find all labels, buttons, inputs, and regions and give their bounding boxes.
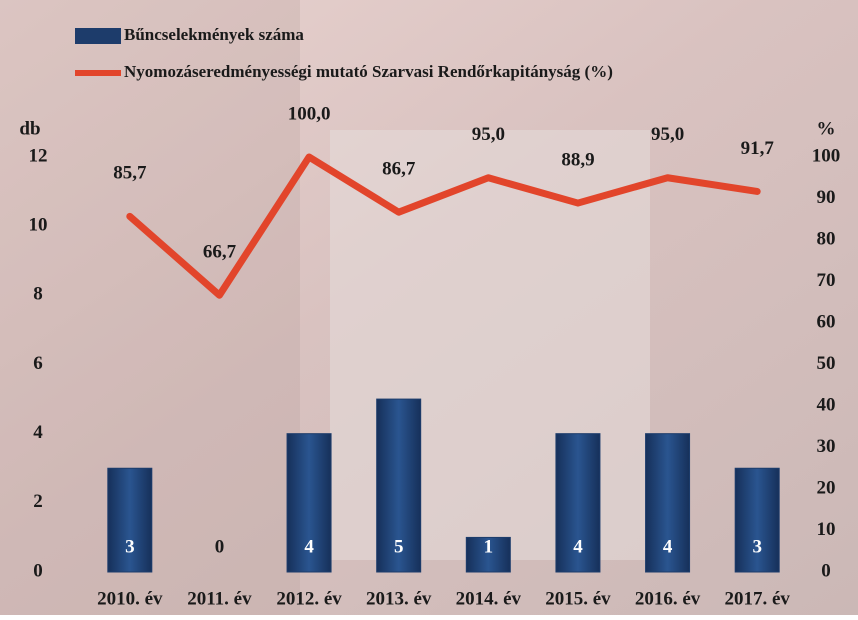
y2-tick-label: 60	[817, 311, 836, 332]
x-tick-label: 2015. év	[545, 588, 611, 609]
y-tick-label: 12	[29, 145, 48, 166]
bar-value-label: 4	[304, 536, 314, 557]
y2-tick-label: 30	[817, 436, 836, 457]
bar-value-label: 5	[394, 536, 404, 557]
line-value-label: 91,7	[741, 138, 775, 159]
y2-tick-label: 0	[821, 560, 831, 581]
y2-tick-label: 50	[817, 353, 836, 374]
legend-label: Bűncselekmények száma	[124, 25, 304, 44]
line-value-label: 66,7	[203, 242, 237, 263]
y-tick-label: 4	[33, 422, 43, 443]
bar-value-label: 3	[125, 536, 135, 557]
y2-tick-label: 100	[812, 145, 841, 166]
x-tick-label: 2010. év	[97, 588, 163, 609]
x-tick-label: 2014. év	[456, 588, 522, 609]
x-tick-label: 2016. év	[635, 588, 701, 609]
y2-tick-label: 20	[817, 477, 836, 498]
y2-tick-label: 90	[817, 187, 836, 208]
x-tick-label: 2012. év	[276, 588, 342, 609]
y-axis-label: db	[19, 118, 40, 139]
legend-label: Nyomozáseredményességi mutató Szarvasi R…	[124, 62, 613, 81]
y2-tick-label: 40	[817, 394, 836, 415]
y2-tick-label: 70	[817, 270, 836, 291]
y-tick-label: 6	[33, 353, 43, 374]
y-tick-label: 0	[33, 560, 43, 581]
bar-value-label: 1	[484, 536, 494, 557]
line-value-label: 86,7	[382, 159, 416, 180]
x-tick-label: 2017. év	[724, 588, 790, 609]
y2-axis-label: %	[817, 118, 836, 139]
y2-tick-label: 10	[817, 519, 836, 540]
chart: db%02468101201020304050607080901002010. …	[0, 0, 858, 615]
line-value-label: 95,0	[472, 124, 505, 145]
line-value-label: 88,9	[561, 149, 594, 170]
y-tick-label: 2	[33, 491, 43, 512]
y-tick-label: 10	[29, 215, 48, 236]
y-tick-label: 8	[33, 284, 43, 305]
legend-swatch	[75, 28, 121, 44]
y2-tick-label: 80	[817, 228, 836, 249]
line-value-label: 100,0	[288, 103, 331, 124]
line-value-label: 85,7	[113, 163, 147, 184]
bar-value-label: 0	[215, 536, 225, 557]
x-tick-label: 2011. év	[187, 588, 252, 609]
line-value-label: 95,0	[651, 124, 684, 145]
x-tick-label: 2013. év	[366, 588, 432, 609]
page: db%02468101201020304050607080901002010. …	[0, 0, 858, 620]
bar-value-label: 3	[752, 536, 762, 557]
bar-value-label: 4	[573, 536, 583, 557]
bar-value-label: 4	[663, 536, 673, 557]
